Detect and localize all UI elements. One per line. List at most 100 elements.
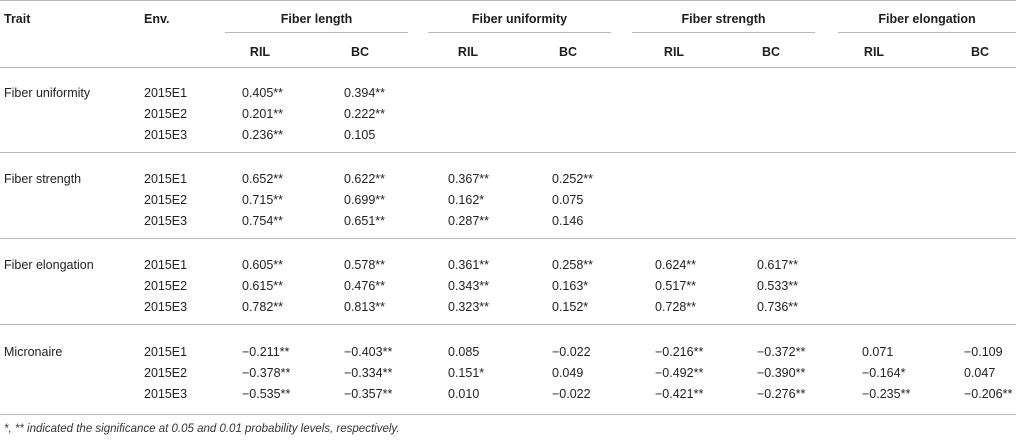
table-cell: −0.421** <box>655 387 704 401</box>
table-cell: 0.152* <box>552 300 589 314</box>
table-cell: 0.361** <box>448 258 490 272</box>
table-cell: −0.535** <box>242 387 291 401</box>
table-cell: 0.651** <box>344 214 386 228</box>
table-cell: 0.146 <box>552 214 584 228</box>
table-cell: 0.252** <box>552 172 594 186</box>
env-label: 2015E3 <box>144 128 188 142</box>
header-sub-bc: BC <box>970 45 990 59</box>
table-cell: 0.343** <box>448 279 490 293</box>
table-cell: 0.105 <box>344 128 376 142</box>
header-sub-ril: RIL <box>663 45 685 59</box>
table-cell: 0.813** <box>344 300 386 314</box>
table-cell: −0.211** <box>242 345 290 359</box>
table-cell: 0.782** <box>242 300 284 314</box>
header-sub-bc: BC <box>350 45 370 59</box>
trait-label: Fiber elongation <box>4 258 94 272</box>
table-cell: 0.605** <box>242 258 284 272</box>
table-cell: 0.201** <box>242 107 284 121</box>
table-cell: 0.652** <box>242 172 284 186</box>
env-label: 2015E3 <box>144 387 188 401</box>
header-sub-bc: BC <box>558 45 578 59</box>
header-env: Env. <box>144 12 170 26</box>
row-group-separator <box>0 324 1016 325</box>
trait-label: Fiber uniformity <box>4 86 91 100</box>
table-cell: −0.492** <box>655 366 704 380</box>
group-underline-fiber-uniformity <box>428 32 611 33</box>
table-cell: 0.010 <box>448 387 480 401</box>
env-label: 2015E1 <box>144 86 188 100</box>
header-sub-ril: RIL <box>457 45 479 59</box>
table-cell: 0.071 <box>862 345 894 359</box>
env-label: 2015E1 <box>144 172 188 186</box>
table-cell: 0.533** <box>757 279 799 293</box>
env-label: 2015E1 <box>144 345 188 359</box>
table-cell: 0.517** <box>655 279 697 293</box>
table-cell: −0.403** <box>344 345 393 359</box>
table-cell: 0.617** <box>757 258 799 272</box>
table-cell: 0.715** <box>242 193 284 207</box>
table-top-rule <box>0 0 1016 1</box>
table-cell: 0.323** <box>448 300 490 314</box>
header-group-fiber-elongation: Fiber elongation <box>878 12 976 26</box>
row-group-separator <box>0 238 1016 239</box>
trait-label: Fiber strength <box>4 172 82 186</box>
group-underline-fiber-length <box>225 32 408 33</box>
group-underline-fiber-strength <box>632 32 815 33</box>
table-cell: 0.615** <box>242 279 284 293</box>
table-cell: −0.276** <box>757 387 806 401</box>
table-cell: 0.236** <box>242 128 284 142</box>
table-cell: −0.022 <box>552 387 591 401</box>
table-cell: −0.357** <box>344 387 393 401</box>
row-group-separator <box>0 152 1016 153</box>
table-cell: 0.075 <box>552 193 584 207</box>
table-cell: −0.372** <box>757 345 806 359</box>
header-sub-ril: RIL <box>863 45 885 59</box>
table-cell: 0.258** <box>552 258 594 272</box>
table-cell: −0.216** <box>655 345 704 359</box>
table-cell: 0.476** <box>344 279 386 293</box>
header-trait: Trait <box>4 12 31 26</box>
table-cell: 0.047 <box>964 366 996 380</box>
table-cell: 0.151* <box>448 366 485 380</box>
table-cell: −0.206** <box>964 387 1013 401</box>
trait-label: Micronaire <box>4 345 63 359</box>
env-label: 2015E2 <box>144 366 188 380</box>
table-cell: −0.390** <box>757 366 806 380</box>
table-cell: 0.222** <box>344 107 386 121</box>
header-group-fiber-length: Fiber length <box>280 12 353 26</box>
table-cell: 0.624** <box>655 258 697 272</box>
env-label: 2015E3 <box>144 300 188 314</box>
table-cell: 0.162* <box>448 193 485 207</box>
header-sub-ril: RIL <box>249 45 271 59</box>
table-cell: −0.235** <box>862 387 911 401</box>
table-bottom-rule <box>0 414 1016 415</box>
table-cell: 0.405** <box>242 86 284 100</box>
table-cell: −0.378** <box>242 366 291 380</box>
header-group-fiber-strength: Fiber strength <box>681 12 766 26</box>
env-label: 2015E2 <box>144 107 188 121</box>
table-cell: −0.164* <box>862 366 906 380</box>
table-cell: 0.736** <box>757 300 799 314</box>
table-cell: 0.754** <box>242 214 284 228</box>
env-label: 2015E2 <box>144 193 188 207</box>
table-cell: 0.394** <box>344 86 386 100</box>
table-cell: −0.334** <box>344 366 393 380</box>
table-cell: 0.085 <box>448 345 480 359</box>
table-footnote: *, ** indicated the significance at 0.05… <box>4 423 400 435</box>
table-cell: 0.699** <box>344 193 386 207</box>
header-sub-bc: BC <box>761 45 781 59</box>
header-bottom-rule <box>0 67 1016 68</box>
table-cell: 0.287** <box>448 214 490 228</box>
table-cell: 0.728** <box>655 300 697 314</box>
table-cell: 0.049 <box>552 366 584 380</box>
env-label: 2015E2 <box>144 279 188 293</box>
env-label: 2015E3 <box>144 214 188 228</box>
table-cell: −0.109 <box>964 345 1003 359</box>
table-cell: 0.163* <box>552 279 589 293</box>
table-cell: 0.578** <box>344 258 386 272</box>
env-label: 2015E1 <box>144 258 188 272</box>
header-group-fiber-uniformity: Fiber uniformity <box>471 12 568 26</box>
table-cell: −0.022 <box>552 345 591 359</box>
table-cell: 0.622** <box>344 172 386 186</box>
